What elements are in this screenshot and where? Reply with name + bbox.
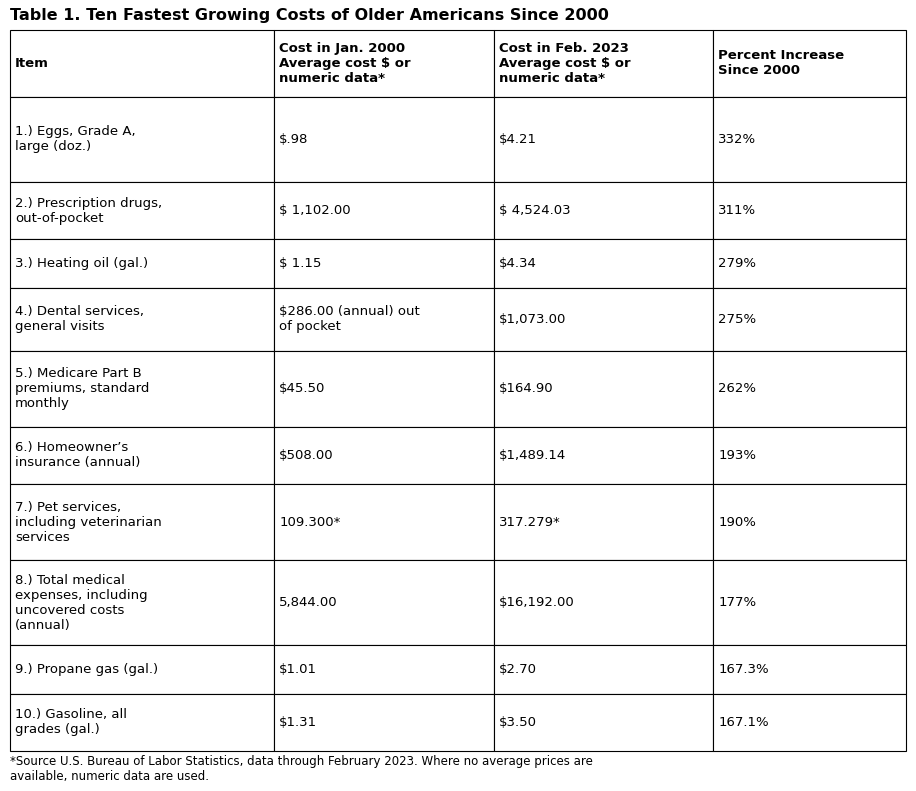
Text: 1.) Eggs, Grade A,
large (doz.): 1.) Eggs, Grade A, large (doz.) bbox=[15, 125, 136, 153]
Bar bbox=[714, 484, 906, 560]
Bar bbox=[274, 484, 494, 560]
Text: Table 1. Ten Fastest Growing Costs of Older Americans Since 2000: Table 1. Ten Fastest Growing Costs of Ol… bbox=[10, 8, 609, 23]
Text: Cost in Feb. 2023
Average cost $ or
numeric data*: Cost in Feb. 2023 Average cost $ or nume… bbox=[499, 42, 630, 85]
Bar bbox=[714, 350, 906, 426]
Bar bbox=[714, 288, 906, 350]
Text: Item: Item bbox=[15, 57, 49, 70]
Text: $45.50: $45.50 bbox=[279, 382, 326, 396]
Bar bbox=[274, 560, 494, 645]
Bar bbox=[494, 30, 714, 97]
Text: 167.1%: 167.1% bbox=[718, 716, 769, 729]
Text: 7.) Pet services,
including veterinarian
services: 7.) Pet services, including veterinarian… bbox=[15, 501, 162, 543]
Text: 275%: 275% bbox=[718, 312, 757, 326]
Bar bbox=[494, 694, 714, 751]
Bar bbox=[714, 97, 906, 182]
Bar bbox=[274, 426, 494, 484]
Text: $2.70: $2.70 bbox=[499, 663, 537, 676]
Bar bbox=[274, 694, 494, 751]
Text: $1.01: $1.01 bbox=[279, 663, 317, 676]
Text: 3.) Heating oil (gal.): 3.) Heating oil (gal.) bbox=[15, 257, 148, 270]
Text: 332%: 332% bbox=[718, 133, 757, 146]
Bar bbox=[274, 30, 494, 97]
Bar bbox=[714, 560, 906, 645]
Bar bbox=[494, 288, 714, 350]
Bar bbox=[494, 484, 714, 560]
Text: $ 4,524.03: $ 4,524.03 bbox=[499, 204, 571, 218]
Bar bbox=[274, 240, 494, 288]
Bar bbox=[10, 240, 274, 288]
Bar bbox=[714, 645, 906, 694]
Text: $4.21: $4.21 bbox=[499, 133, 537, 146]
Text: $4.34: $4.34 bbox=[499, 257, 537, 270]
Bar bbox=[494, 350, 714, 426]
Text: Cost in Jan. 2000
Average cost $ or
numeric data*: Cost in Jan. 2000 Average cost $ or nume… bbox=[279, 42, 411, 85]
Bar bbox=[714, 240, 906, 288]
Text: 2.) Prescription drugs,
out-of-pocket: 2.) Prescription drugs, out-of-pocket bbox=[15, 197, 162, 225]
Text: 193%: 193% bbox=[718, 448, 757, 462]
Text: $1,489.14: $1,489.14 bbox=[499, 448, 566, 462]
Bar bbox=[274, 645, 494, 694]
Text: $1,073.00: $1,073.00 bbox=[499, 312, 566, 326]
Bar bbox=[494, 97, 714, 182]
Text: 190%: 190% bbox=[718, 516, 757, 528]
Bar bbox=[714, 694, 906, 751]
Text: 4.) Dental services,
general visits: 4.) Dental services, general visits bbox=[15, 305, 144, 333]
Bar bbox=[274, 97, 494, 182]
Text: $1.31: $1.31 bbox=[279, 716, 318, 729]
Bar bbox=[10, 288, 274, 350]
Bar bbox=[10, 350, 274, 426]
Text: $286.00 (annual) out
of pocket: $286.00 (annual) out of pocket bbox=[279, 305, 420, 333]
Bar bbox=[494, 426, 714, 484]
Text: $508.00: $508.00 bbox=[279, 448, 334, 462]
Text: $3.50: $3.50 bbox=[499, 716, 537, 729]
Bar bbox=[494, 240, 714, 288]
Bar bbox=[494, 182, 714, 240]
Bar bbox=[10, 560, 274, 645]
Bar bbox=[10, 694, 274, 751]
Bar bbox=[10, 645, 274, 694]
Text: 317.279*: 317.279* bbox=[499, 516, 561, 528]
Text: 10.) Gasoline, all
grades (gal.): 10.) Gasoline, all grades (gal.) bbox=[15, 708, 127, 736]
Bar bbox=[714, 182, 906, 240]
Text: 5,844.00: 5,844.00 bbox=[279, 596, 338, 609]
Bar bbox=[274, 350, 494, 426]
Bar bbox=[10, 97, 274, 182]
Bar bbox=[494, 560, 714, 645]
Text: $16,192.00: $16,192.00 bbox=[499, 596, 574, 609]
Text: Percent Increase
Since 2000: Percent Increase Since 2000 bbox=[718, 49, 845, 78]
Text: 109.300*: 109.300* bbox=[279, 516, 341, 528]
Bar bbox=[494, 645, 714, 694]
Bar bbox=[714, 30, 906, 97]
Text: 9.) Propane gas (gal.): 9.) Propane gas (gal.) bbox=[15, 663, 158, 676]
Text: 279%: 279% bbox=[718, 257, 757, 270]
Bar bbox=[274, 182, 494, 240]
Bar bbox=[714, 426, 906, 484]
Text: $.98: $.98 bbox=[279, 133, 309, 146]
Text: 5.) Medicare Part B
premiums, standard
monthly: 5.) Medicare Part B premiums, standard m… bbox=[15, 367, 149, 411]
Text: $ 1.15: $ 1.15 bbox=[279, 257, 322, 270]
Text: *Source U.S. Bureau of Labor Statistics, data through February 2023. Where no av: *Source U.S. Bureau of Labor Statistics,… bbox=[10, 755, 593, 783]
Text: 177%: 177% bbox=[718, 596, 757, 609]
Text: $ 1,102.00: $ 1,102.00 bbox=[279, 204, 351, 218]
Bar bbox=[10, 426, 274, 484]
Bar bbox=[274, 288, 494, 350]
Text: 167.3%: 167.3% bbox=[718, 663, 769, 676]
Text: $164.90: $164.90 bbox=[499, 382, 553, 396]
Text: 262%: 262% bbox=[718, 382, 757, 396]
Text: 311%: 311% bbox=[718, 204, 757, 218]
Text: 8.) Total medical
expenses, including
uncovered costs
(annual): 8.) Total medical expenses, including un… bbox=[15, 573, 147, 632]
Text: 6.) Homeowner’s
insurance (annual): 6.) Homeowner’s insurance (annual) bbox=[15, 441, 140, 469]
Bar bbox=[10, 182, 274, 240]
Bar bbox=[10, 30, 274, 97]
Bar bbox=[10, 484, 274, 560]
